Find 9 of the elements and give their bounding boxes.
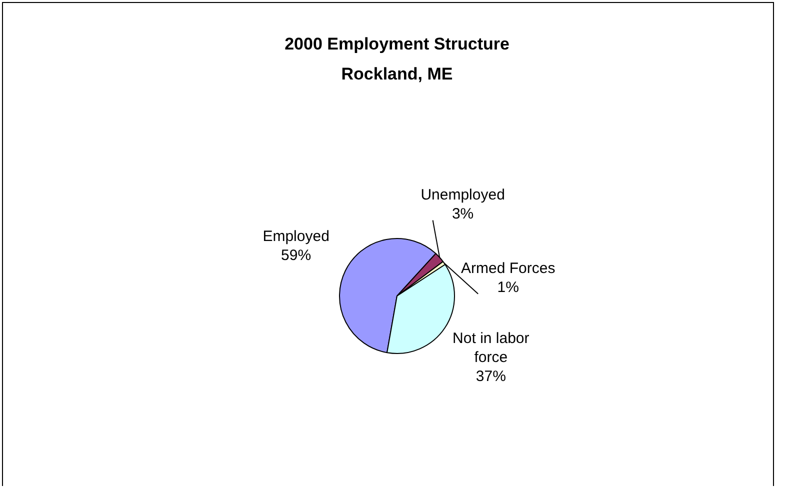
slice-label: Employed	[262, 228, 330, 245]
data-label: 37%	[476, 368, 506, 386]
data-label: 59%	[281, 246, 312, 264]
data-label: 3%	[452, 205, 474, 222]
chart-title: 2000 Employment Structure Rockland, ME	[284, 34, 510, 84]
data-label: 1%	[497, 279, 519, 296]
slice-label: Unemployed	[420, 186, 505, 204]
slice-label: Armed Forces	[461, 260, 556, 278]
slice-label: Not in labor force	[452, 330, 530, 366]
